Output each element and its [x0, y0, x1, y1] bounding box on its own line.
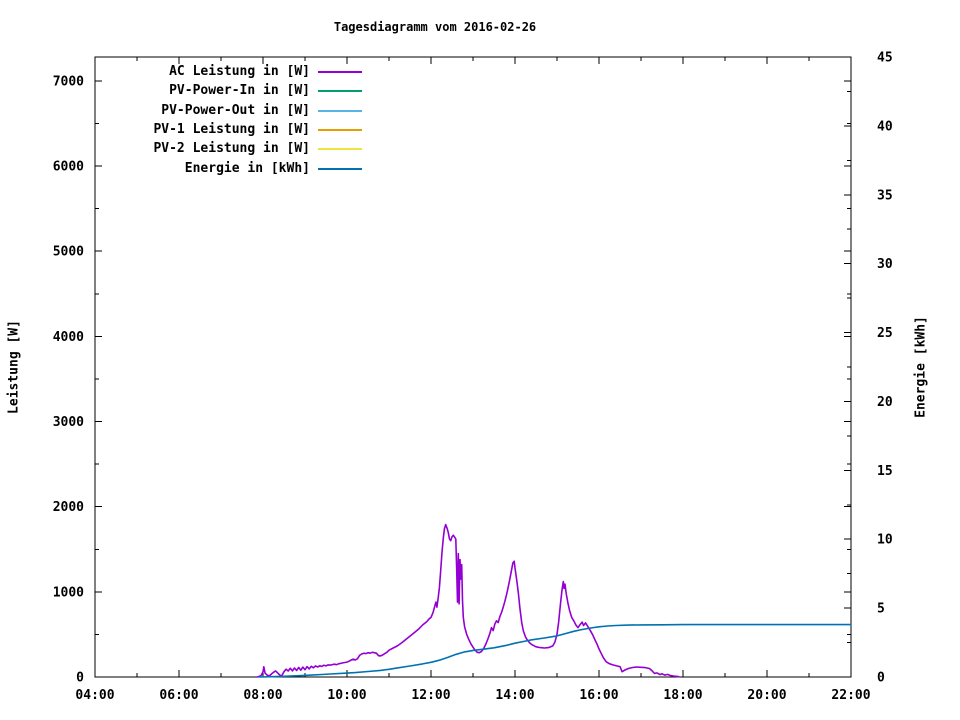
- legend-line-swatch: [318, 110, 362, 112]
- x-tick-label: 12:00: [411, 688, 450, 703]
- x-tick-label: 06:00: [159, 688, 198, 703]
- y-right-tick-label: 5: [877, 602, 885, 617]
- legend-item: PV-Power-In in [W]: [0, 81, 370, 100]
- y-right-tick-label: 25: [877, 326, 893, 341]
- chart-title: Tagesdiagramm vom 2016-02-26: [333, 20, 537, 34]
- y-right-tick-label: 35: [877, 188, 893, 203]
- y-right-tick-label: 0: [877, 671, 885, 686]
- legend-item: PV-1 Leistung in [W]: [0, 120, 370, 139]
- legend-item-label: PV-1 Leistung in [W]: [153, 122, 310, 137]
- y-left-tick-label: 3000: [53, 415, 84, 430]
- y-right-tick-label: 10: [877, 533, 893, 548]
- x-tick-label: 16:00: [579, 688, 618, 703]
- x-tick-label: 14:00: [495, 688, 534, 703]
- legend-line-swatch: [318, 90, 362, 92]
- legend-line-swatch: [318, 168, 362, 170]
- y-left-tick-label: 2000: [53, 500, 84, 515]
- legend-line-swatch: [318, 148, 362, 150]
- y-right-tick-label: 45: [877, 51, 893, 66]
- x-tick-label: 22:00: [831, 688, 870, 703]
- y-left-tick-label: 4000: [53, 330, 84, 345]
- y-left-tick-label: 1000: [53, 585, 84, 600]
- legend-line-swatch: [318, 71, 362, 73]
- series-line-5: [257, 623, 852, 678]
- x-tick-label: 18:00: [663, 688, 702, 703]
- legend-item: Energie in [kWh]: [0, 159, 370, 178]
- legend-line-swatch: [318, 129, 362, 131]
- x-tick-label: 10:00: [327, 688, 366, 703]
- legend-item: PV-Power-Out in [W]: [0, 101, 370, 120]
- x-tick-label: 08:00: [243, 688, 282, 703]
- legend-item-label: PV-Power-In in [W]: [169, 83, 310, 98]
- x-tick-label: 04:00: [75, 688, 114, 703]
- x-tick-label: 20:00: [747, 688, 786, 703]
- series-line-0: [255, 523, 680, 678]
- y-left-tick-label: 0: [76, 671, 84, 686]
- y-left-tick-label: 6000: [53, 160, 84, 175]
- legend-item-label: PV-2 Leistung in [W]: [153, 141, 310, 156]
- legend-item: AC Leistung in [W]: [0, 62, 370, 81]
- y-right-tick-label: 40: [877, 119, 893, 134]
- legend-item-label: Energie in [kWh]: [184, 161, 310, 176]
- legend-item-label: PV-Power-Out in [W]: [161, 103, 310, 118]
- legend-item: PV-2 Leistung in [W]: [0, 139, 370, 158]
- y-left-tick-label: 7000: [53, 74, 84, 89]
- y-right-tick-label: 20: [877, 395, 893, 410]
- legend-item-label: AC Leistung in [W]: [169, 64, 310, 79]
- y-left-tick-label: 5000: [53, 245, 84, 260]
- y-right-tick-label: 30: [877, 257, 893, 272]
- y-right-tick-label: 15: [877, 464, 893, 479]
